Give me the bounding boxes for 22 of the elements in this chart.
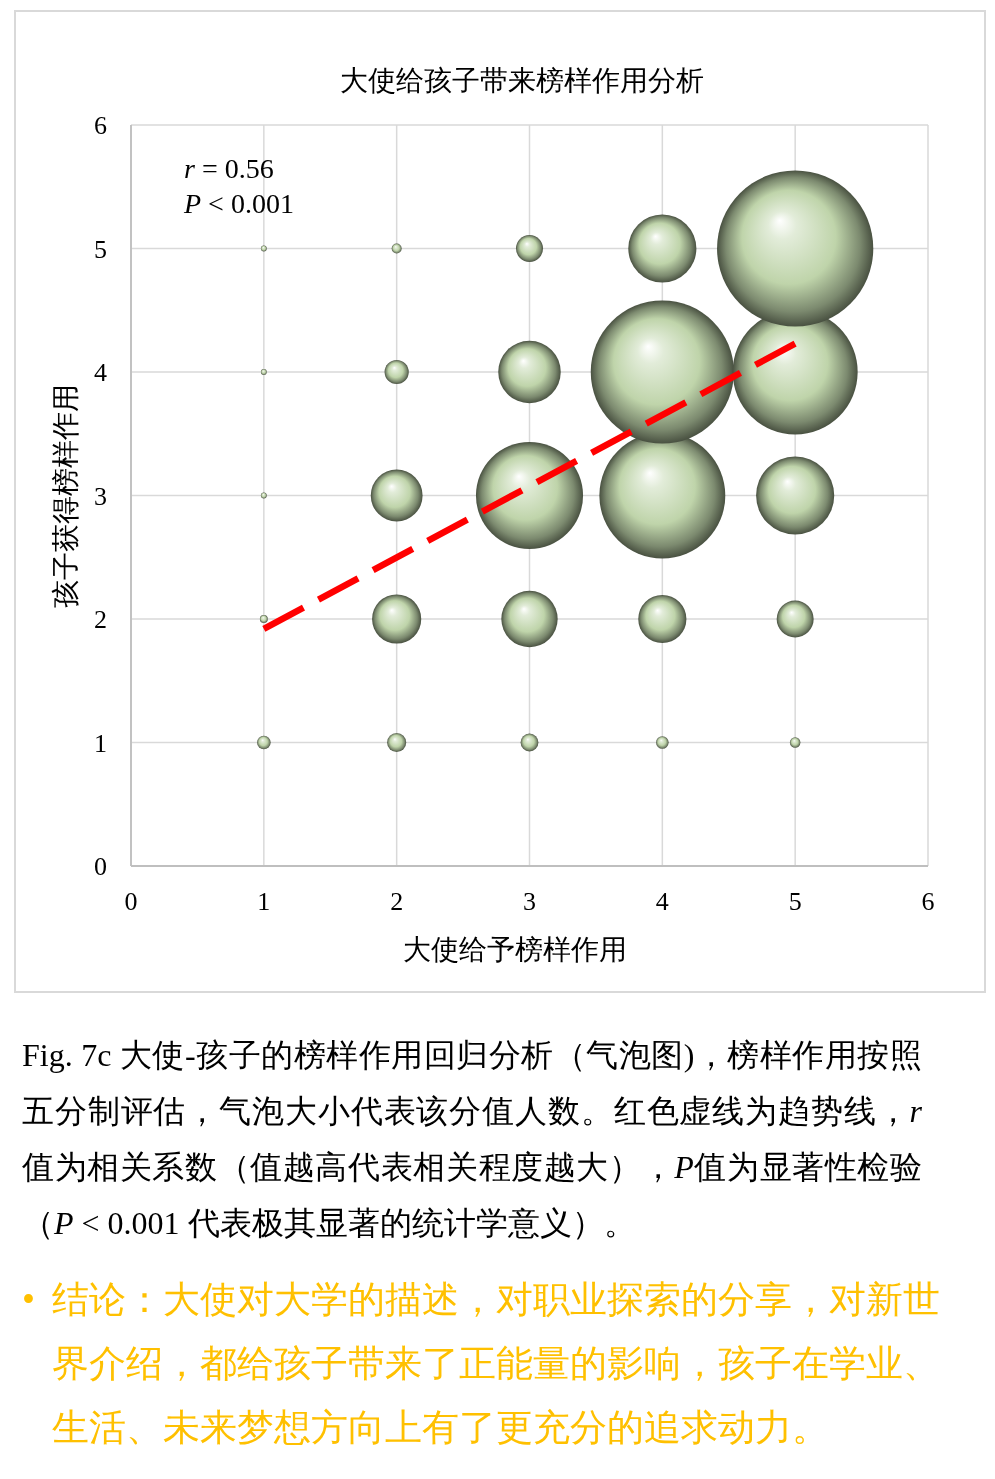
x-tick-label: 0 [124,886,138,916]
y-tick-label: 5 [94,234,107,263]
chart-title: 大使给孩子带来榜样作用分析 [339,64,704,96]
x-tick-label: 2 [390,886,404,916]
text: Fig. 7c 大使-孩子的榜样作用回归分析（气泡图)，榜样作用按照五分制评估，气泡大小代表该分值人数。红色虚线为趋势线，r值为相关系数（值越高代表相关程度越大），P值为显著性检验（P < 0.001 代表极其显著的统计学意义）。 [22,1037,922,1241]
text: 结论：大使对大学的描述，对职业探索的分享，对新世界介绍，都给孩子带来了正能量的影响，孩子在学业、生活、未来梦想方向上有了更充分的追求动力。 [52,1279,940,1448]
text: • [22,1279,35,1320]
x-tick-label: 3 [523,886,536,916]
annotation: r = 0.56 [184,152,274,184]
y-tick-label: 0 [94,851,107,881]
x-axis-title: 大使给予榜样作用 [402,933,627,965]
x-tick-label: 4 [655,886,669,916]
x-tick-label: 5 [788,886,802,916]
y-axis-title: 孩子获得榜样作用 [49,383,81,608]
y-tick-label: 3 [94,481,107,510]
x-tick-label: 6 [921,886,935,916]
y-tick-label: 4 [94,357,107,387]
annotation: P < 0.001 [183,187,294,219]
y-tick-label: 2 [94,604,107,634]
y-tick-label: 1 [94,728,107,757]
x-tick-label: 1 [257,886,271,916]
y-tick-label: 6 [94,110,107,140]
